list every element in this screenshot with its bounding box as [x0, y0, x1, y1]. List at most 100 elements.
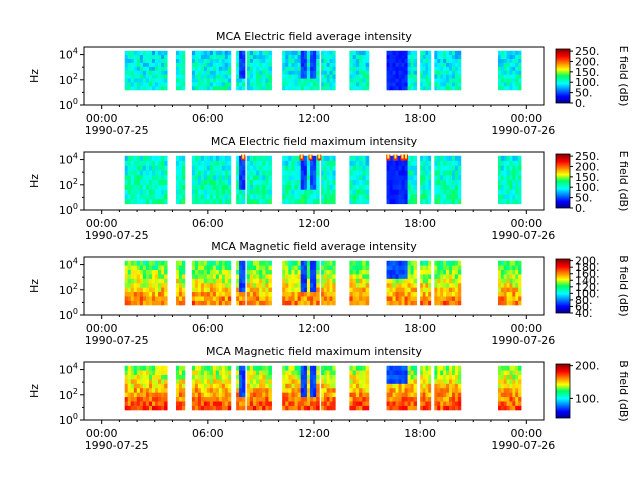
spectrogram-cell — [437, 70, 441, 75]
spectrogram-cell — [512, 54, 516, 59]
spectrogram-cell — [164, 198, 168, 205]
spectrogram-cell — [256, 379, 260, 384]
spectrogram-cell — [452, 184, 456, 190]
spectrogram-cell — [359, 174, 363, 181]
spectrogram-cell — [454, 189, 459, 195]
spectrogram-cell — [209, 58, 214, 63]
spectrogram-cell — [352, 401, 357, 406]
spectrogram-cell — [148, 66, 153, 71]
spectrogram-cell — [242, 401, 246, 406]
spectrogram-cell — [365, 387, 370, 393]
spectrogram-cell — [206, 74, 211, 79]
spectrogram-cell — [407, 401, 411, 406]
spectrogram-cell — [329, 392, 333, 398]
spectrogram-cell — [359, 179, 363, 185]
spectrogram-cell — [503, 82, 508, 87]
spectrogram-cell — [151, 365, 156, 371]
spectrogram-cell — [194, 165, 199, 171]
spectrogram-cell — [420, 189, 424, 195]
spectrogram-cell — [242, 405, 246, 411]
spectrogram-cell — [365, 165, 370, 171]
spectrogram-cell — [332, 260, 336, 266]
spectrogram-cell — [291, 282, 295, 288]
spectrogram-cell — [420, 269, 424, 275]
spectrogram-cell — [310, 401, 314, 406]
spectrogram-cell — [420, 174, 424, 181]
spectrogram-cell — [352, 165, 357, 171]
spectrogram-cell — [410, 269, 415, 275]
spectrogram-cell — [355, 265, 360, 271]
spectrogram-cell — [428, 74, 432, 79]
spectrogram-cell — [420, 170, 424, 176]
spectrogram-cell — [136, 387, 141, 393]
spectrogram-cell — [437, 194, 441, 200]
spectrogram-cell — [236, 165, 240, 171]
spectrogram-cell — [158, 155, 162, 161]
spectrogram-cell — [178, 82, 183, 87]
spectrogram-cell — [124, 54, 129, 59]
spectrogram-cell — [148, 189, 153, 195]
spectrogram-cell — [329, 365, 333, 371]
spectrogram-cell — [454, 179, 459, 185]
spectrogram-cell — [303, 198, 308, 205]
spectrogram-cell — [246, 265, 251, 271]
spectrogram-cell — [127, 260, 132, 266]
spectrogram-cell — [227, 374, 232, 380]
spectrogram-cell — [227, 78, 232, 83]
spectrogram-cell — [194, 396, 199, 402]
spectrogram-cell — [148, 278, 153, 284]
spectrogram-cell — [252, 170, 257, 176]
spectrogram-cell — [321, 170, 325, 176]
spectrogram-cell — [294, 70, 299, 75]
spectrogram-cell — [203, 379, 208, 384]
spectrogram-cell — [404, 405, 408, 411]
spectrogram-cell — [268, 260, 272, 266]
spectrogram-cell — [176, 296, 180, 301]
spectrogram-cell — [249, 269, 254, 275]
spectrogram-cell — [246, 184, 251, 190]
spectrogram-cell — [215, 392, 220, 398]
spectrogram-cell — [313, 374, 317, 380]
spectrogram-cell — [300, 374, 305, 380]
spectrogram-cell — [323, 296, 328, 301]
spectrogram-cell — [291, 405, 295, 411]
spectrogram-cell — [297, 170, 302, 176]
spectrogram-cell — [395, 374, 399, 380]
spectrogram-cell — [425, 296, 429, 301]
spectrogram-cell — [389, 165, 393, 171]
spectrogram-cell — [498, 392, 502, 398]
spectrogram-cell — [265, 74, 269, 79]
spectrogram-cell — [155, 70, 159, 75]
spectrogram-cell — [246, 74, 251, 79]
spectrogram-cell — [443, 155, 447, 161]
spectrogram-cell — [221, 165, 226, 171]
spectrogram-cell — [352, 62, 357, 67]
spectrogram-cell — [326, 379, 330, 384]
spectrogram-cell — [262, 260, 266, 266]
spectrogram-cell — [249, 401, 254, 406]
spectrogram-cell — [215, 370, 220, 376]
spectrogram-cell — [422, 405, 426, 411]
spectrogram-cell — [206, 58, 211, 63]
spectrogram-cell — [215, 66, 220, 71]
spectrogram-cell — [428, 401, 432, 406]
spectrogram-cell — [212, 170, 217, 176]
spectrogram-cell — [259, 165, 263, 171]
spectrogram-cell — [300, 300, 305, 306]
spectrogram-cell — [443, 70, 447, 75]
spectrogram-cell — [362, 383, 366, 389]
spectrogram-cell — [300, 383, 305, 389]
spectrogram-cell — [404, 70, 408, 75]
spectrogram-cell — [401, 370, 405, 376]
spectrogram-cell — [407, 383, 411, 389]
spectrogram-cell — [428, 269, 432, 275]
spectrogram-cell — [454, 170, 459, 176]
spectrogram-cell — [130, 85, 135, 91]
spectrogram-cell — [294, 374, 299, 380]
spectrogram-cell — [503, 160, 508, 166]
spectrogram-cell — [303, 365, 308, 371]
spectrogram-cell — [191, 170, 196, 176]
spectrogram-cell — [256, 50, 260, 56]
spectrogram-cell — [206, 155, 211, 161]
spectrogram-cell — [136, 291, 141, 297]
